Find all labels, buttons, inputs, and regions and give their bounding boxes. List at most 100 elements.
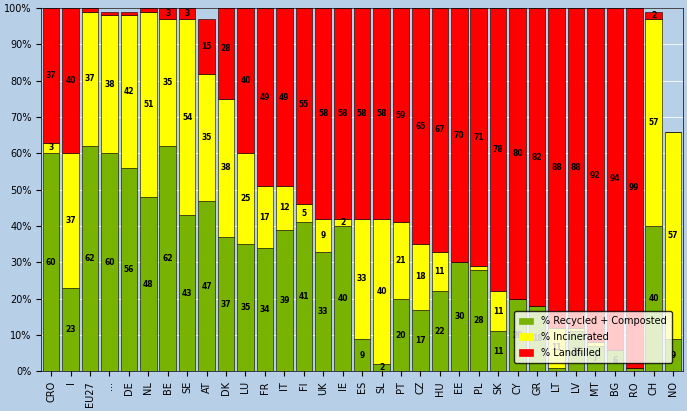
Bar bbox=[237, 153, 254, 244]
Bar bbox=[431, 8, 448, 252]
Text: 40: 40 bbox=[376, 287, 387, 296]
Text: 58: 58 bbox=[318, 109, 328, 118]
Text: 15: 15 bbox=[201, 42, 212, 51]
Bar bbox=[159, 8, 176, 19]
Text: 11: 11 bbox=[551, 343, 562, 352]
Text: 3: 3 bbox=[49, 143, 54, 152]
Text: 33: 33 bbox=[357, 274, 368, 283]
Bar bbox=[431, 252, 448, 291]
Bar bbox=[645, 19, 662, 226]
Bar bbox=[218, 99, 234, 237]
Text: 62: 62 bbox=[163, 254, 173, 263]
Text: 60: 60 bbox=[104, 258, 115, 267]
Text: 2: 2 bbox=[340, 218, 346, 227]
Text: 35: 35 bbox=[163, 78, 173, 87]
Bar bbox=[101, 153, 117, 372]
Text: 37: 37 bbox=[85, 74, 95, 83]
Text: 11: 11 bbox=[571, 347, 581, 356]
Text: 49: 49 bbox=[279, 92, 290, 102]
Text: 2: 2 bbox=[379, 363, 384, 372]
Text: 57: 57 bbox=[649, 118, 659, 127]
Text: 35: 35 bbox=[201, 133, 212, 142]
Text: 2: 2 bbox=[651, 11, 656, 20]
Text: 82: 82 bbox=[532, 152, 542, 162]
Bar bbox=[257, 186, 273, 248]
Bar bbox=[471, 266, 487, 270]
Bar bbox=[607, 8, 623, 350]
Bar bbox=[373, 8, 390, 219]
Bar bbox=[471, 270, 487, 372]
Bar bbox=[412, 244, 429, 309]
Bar bbox=[451, 8, 468, 262]
Bar bbox=[548, 328, 565, 368]
Bar bbox=[140, 197, 157, 372]
Text: 7: 7 bbox=[593, 354, 598, 363]
Legend: % Recycled + Composted, % Incinerated, % Landfilled: % Recycled + Composted, % Incinerated, %… bbox=[514, 312, 672, 363]
Bar bbox=[276, 8, 293, 186]
Bar bbox=[373, 364, 390, 372]
Bar bbox=[63, 288, 79, 372]
Text: 20: 20 bbox=[513, 330, 523, 339]
Bar bbox=[645, 12, 662, 19]
Text: 28: 28 bbox=[473, 316, 484, 325]
Bar bbox=[626, 8, 642, 368]
Text: 3: 3 bbox=[185, 9, 190, 18]
Bar bbox=[665, 339, 682, 372]
Bar bbox=[567, 331, 584, 372]
Bar bbox=[159, 19, 176, 146]
Text: 17: 17 bbox=[260, 212, 270, 222]
Text: 51: 51 bbox=[143, 100, 153, 109]
Text: 22: 22 bbox=[435, 327, 445, 336]
Text: 34: 34 bbox=[260, 305, 270, 314]
Text: 33: 33 bbox=[318, 307, 328, 316]
Bar bbox=[159, 146, 176, 372]
Text: 12: 12 bbox=[279, 203, 290, 212]
Text: 17: 17 bbox=[415, 336, 426, 345]
Text: 58: 58 bbox=[357, 109, 368, 118]
Text: 99: 99 bbox=[629, 183, 640, 192]
Bar bbox=[354, 219, 370, 339]
Text: 18: 18 bbox=[532, 334, 542, 343]
Bar bbox=[373, 219, 390, 364]
Text: 40: 40 bbox=[337, 294, 348, 303]
Bar bbox=[451, 262, 468, 372]
Text: 11: 11 bbox=[493, 307, 504, 316]
Bar bbox=[295, 222, 312, 372]
Bar bbox=[237, 244, 254, 372]
Bar bbox=[199, 74, 215, 201]
Bar bbox=[121, 168, 137, 372]
Text: 5: 5 bbox=[301, 209, 306, 218]
Bar bbox=[276, 230, 293, 372]
Text: 58: 58 bbox=[337, 109, 348, 118]
Bar bbox=[607, 350, 623, 372]
Text: 6: 6 bbox=[612, 356, 618, 365]
Bar bbox=[43, 153, 59, 372]
Bar bbox=[63, 8, 79, 153]
Bar bbox=[315, 8, 332, 219]
Text: 30: 30 bbox=[454, 312, 464, 321]
Bar bbox=[237, 8, 254, 153]
Text: 9: 9 bbox=[359, 351, 365, 360]
Bar bbox=[490, 291, 506, 331]
Bar bbox=[140, 12, 157, 197]
Bar bbox=[587, 346, 604, 372]
Text: 49: 49 bbox=[260, 92, 270, 102]
Text: 56: 56 bbox=[124, 265, 134, 274]
Text: 28: 28 bbox=[221, 44, 232, 53]
Bar bbox=[509, 8, 526, 299]
Text: 67: 67 bbox=[435, 125, 445, 134]
Bar bbox=[218, 0, 234, 99]
Text: 57: 57 bbox=[668, 231, 678, 240]
Text: 94: 94 bbox=[609, 174, 620, 183]
Text: 25: 25 bbox=[240, 194, 251, 203]
Bar bbox=[548, 368, 565, 372]
Bar bbox=[567, 328, 584, 331]
Bar bbox=[179, 19, 195, 215]
Text: 38: 38 bbox=[221, 164, 232, 173]
Bar bbox=[471, 8, 487, 266]
Bar bbox=[393, 299, 409, 372]
Text: 20: 20 bbox=[396, 330, 406, 339]
Text: 37: 37 bbox=[65, 216, 76, 225]
Text: 40: 40 bbox=[65, 76, 76, 85]
Bar bbox=[335, 219, 351, 226]
